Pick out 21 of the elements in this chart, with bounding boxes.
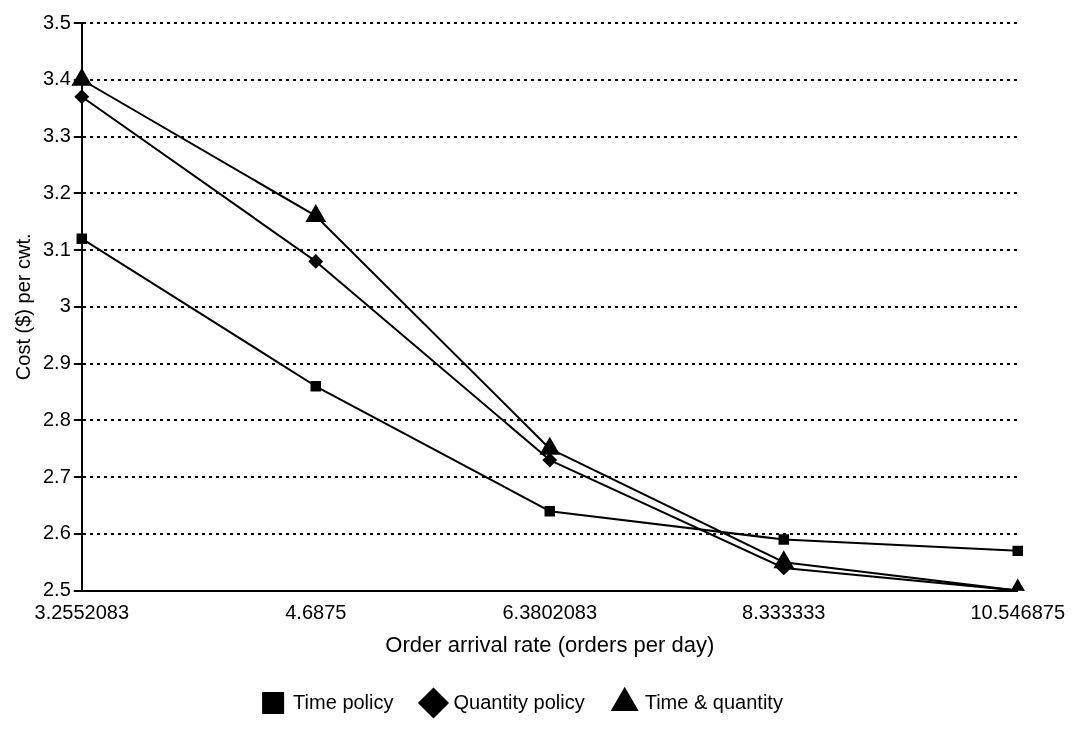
x-tick-label: 10.546875 (970, 601, 1065, 624)
y-tick-label: 3.4 (42, 67, 71, 90)
x-tick-label: 4.6875 (285, 601, 347, 624)
legend-label: Time & quantity (644, 690, 783, 713)
x-axis-title: Order arrival rate (orders per day) (385, 631, 715, 657)
y-tick-label: 3.2 (42, 180, 71, 203)
y-tick-label: 2.9 (42, 351, 71, 374)
y-tick-label: 2.8 (42, 407, 71, 430)
y-tick-label: 2.6 (42, 521, 71, 544)
x-tick-label: 6.3802083 (502, 601, 598, 624)
legend-label: Quantity policy (453, 690, 585, 713)
y-tick-label: 3 (59, 294, 71, 317)
y-tick-label: 3.3 (42, 124, 71, 147)
y-tick-label: 2.7 (42, 464, 71, 487)
y-tick-label: 2.5 (42, 578, 71, 601)
x-tick-label: 3.2552083 (34, 601, 130, 624)
legend-label: Time policy (293, 690, 394, 713)
x-tick-label: 8.333333 (742, 601, 826, 624)
y-tick-label: 3.5 (42, 10, 71, 33)
y-tick-label: 3.1 (42, 237, 71, 260)
y-axis-title: Cost ($) per cwt. (11, 233, 34, 381)
